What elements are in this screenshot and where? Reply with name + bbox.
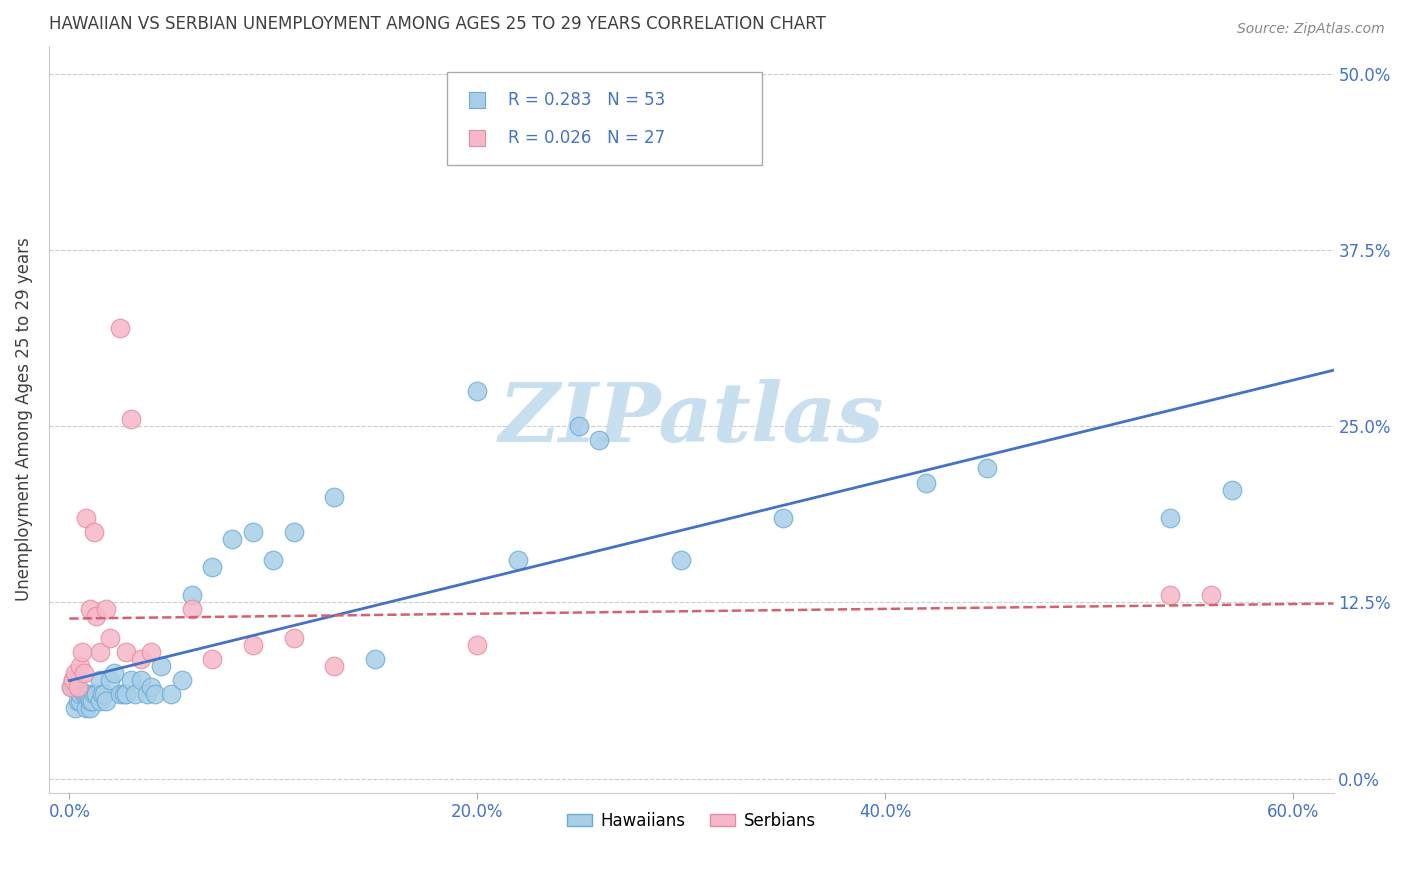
Point xyxy=(1199,588,1222,602)
Point xyxy=(180,602,202,616)
Point xyxy=(60,680,83,694)
Point xyxy=(79,602,101,616)
Legend: Hawaiians, Serbians: Hawaiians, Serbians xyxy=(560,805,823,837)
Point xyxy=(242,524,264,539)
Point xyxy=(115,687,138,701)
Point xyxy=(89,645,111,659)
Y-axis label: Unemployment Among Ages 25 to 29 years: Unemployment Among Ages 25 to 29 years xyxy=(15,237,32,601)
Point xyxy=(283,524,305,539)
Point xyxy=(66,680,89,694)
Point xyxy=(323,658,346,673)
Point xyxy=(70,645,93,659)
Point xyxy=(89,673,111,687)
Point xyxy=(772,511,794,525)
Point xyxy=(170,673,193,687)
Point xyxy=(120,673,142,687)
Point xyxy=(669,553,692,567)
Point xyxy=(75,511,97,525)
Point xyxy=(75,701,97,715)
Point xyxy=(150,658,173,673)
Point xyxy=(914,475,936,490)
Point xyxy=(69,694,91,708)
Point xyxy=(139,680,162,694)
Point xyxy=(60,680,83,694)
Point xyxy=(91,687,114,701)
Point xyxy=(124,687,146,701)
Point xyxy=(506,553,529,567)
Point xyxy=(93,687,115,701)
Point xyxy=(83,524,105,539)
Point xyxy=(568,419,591,434)
Text: Source: ZipAtlas.com: Source: ZipAtlas.com xyxy=(1237,22,1385,37)
Point xyxy=(110,687,132,701)
Point xyxy=(72,687,94,701)
Point xyxy=(103,665,125,680)
Point xyxy=(160,687,183,701)
Point xyxy=(201,560,224,574)
Point xyxy=(129,673,152,687)
Point xyxy=(976,461,998,475)
Point xyxy=(112,687,135,701)
Point xyxy=(65,701,87,715)
Point xyxy=(180,588,202,602)
Point xyxy=(364,652,387,666)
Point xyxy=(94,694,117,708)
FancyBboxPatch shape xyxy=(447,72,762,165)
Point xyxy=(69,658,91,673)
Point xyxy=(1159,588,1181,602)
Point xyxy=(65,665,87,680)
Point xyxy=(135,687,157,701)
Point xyxy=(94,602,117,616)
Point xyxy=(66,694,89,708)
Point xyxy=(98,631,121,645)
Point xyxy=(323,490,346,504)
Point xyxy=(76,687,98,701)
Point xyxy=(588,434,610,448)
Point xyxy=(262,553,284,567)
Point xyxy=(84,609,107,624)
Point xyxy=(465,384,488,398)
Point xyxy=(84,687,107,701)
Point xyxy=(80,694,103,708)
Point xyxy=(62,673,84,687)
Point xyxy=(62,673,84,687)
Point xyxy=(221,532,243,546)
Point xyxy=(89,694,111,708)
Text: R = 0.283   N = 53: R = 0.283 N = 53 xyxy=(508,91,665,109)
Point xyxy=(465,638,488,652)
Point xyxy=(72,665,94,680)
Point xyxy=(143,687,166,701)
Text: ZIPatlas: ZIPatlas xyxy=(499,379,884,459)
Point xyxy=(79,694,101,708)
Point xyxy=(1159,511,1181,525)
Text: HAWAIIAN VS SERBIAN UNEMPLOYMENT AMONG AGES 25 TO 29 YEARS CORRELATION CHART: HAWAIIAN VS SERBIAN UNEMPLOYMENT AMONG A… xyxy=(49,15,825,33)
Point xyxy=(83,687,105,701)
Text: R = 0.026   N = 27: R = 0.026 N = 27 xyxy=(508,128,665,146)
Point xyxy=(69,687,91,701)
Point xyxy=(242,638,264,652)
Point xyxy=(110,320,132,334)
Point xyxy=(115,645,138,659)
Point xyxy=(65,680,87,694)
Point xyxy=(129,652,152,666)
Point xyxy=(75,687,97,701)
Point xyxy=(283,631,305,645)
Point xyxy=(139,645,162,659)
Point xyxy=(79,701,101,715)
Point xyxy=(1220,483,1243,497)
Point xyxy=(120,412,142,426)
Point xyxy=(201,652,224,666)
Point xyxy=(98,673,121,687)
